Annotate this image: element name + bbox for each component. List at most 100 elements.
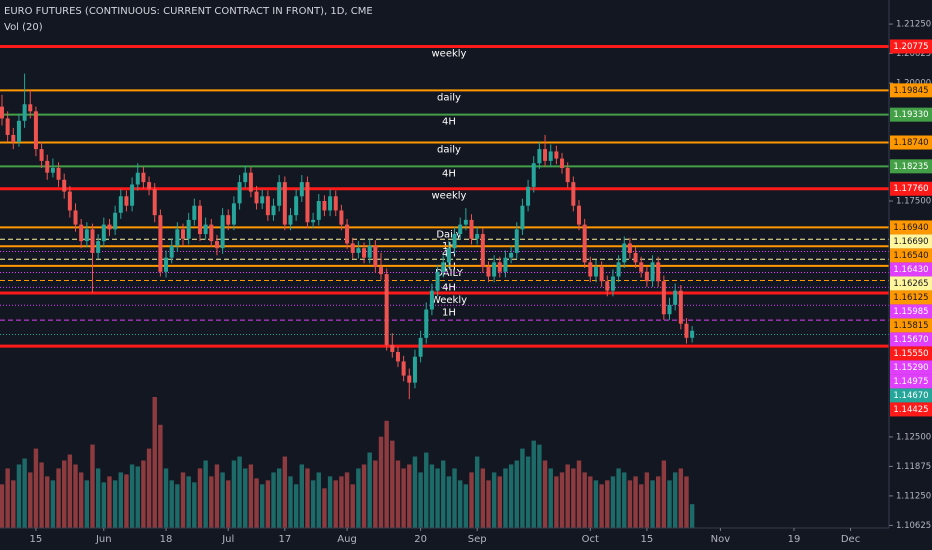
volume-bar — [186, 476, 191, 528]
volume-bar — [655, 476, 661, 528]
x-tick-label: Jul — [221, 534, 234, 545]
level-price-box — [890, 159, 932, 174]
candle-body — [452, 234, 457, 249]
volume-bar — [237, 456, 242, 528]
volume-bar — [276, 468, 282, 528]
candle-body — [379, 267, 383, 275]
level-price-box — [890, 234, 932, 249]
volume-bar — [474, 456, 480, 528]
volume-bar — [463, 484, 469, 528]
volume-bar — [356, 468, 361, 528]
volume-bar — [457, 480, 463, 528]
y-tick-label: 1.11875 — [896, 462, 931, 472]
volume-bar — [605, 480, 610, 528]
volume-bar — [610, 476, 616, 528]
level-price-label: 1.16940 — [893, 223, 928, 233]
candle-body — [322, 201, 327, 211]
volume-bar — [288, 476, 293, 528]
candle-body — [486, 267, 491, 277]
candle-body — [214, 241, 219, 249]
volume-bar — [203, 460, 208, 528]
volume-bar — [141, 460, 146, 528]
volume-bar — [401, 468, 406, 528]
candle-body — [401, 361, 406, 376]
y-tick-label: 1.17500 — [896, 197, 931, 207]
candle-body — [305, 182, 310, 223]
volume-bar — [678, 468, 684, 528]
candle-body — [463, 219, 468, 225]
volume-bar — [435, 468, 440, 528]
candle-body — [79, 224, 84, 242]
level-price-label: 1.19845 — [893, 86, 928, 96]
candle-body — [565, 167, 570, 183]
candle-body — [339, 210, 344, 225]
candle-body — [73, 210, 78, 225]
level-price-label: 1.18235 — [893, 162, 928, 172]
volume-bar — [5, 468, 10, 528]
candle-body — [181, 229, 186, 239]
candle-body — [107, 224, 112, 230]
candle-body — [610, 276, 615, 291]
candle-body — [231, 203, 236, 225]
volume-bar — [62, 460, 67, 528]
candle-body — [186, 219, 191, 239]
candle-body — [130, 184, 135, 206]
level-price-label: 1.15550 — [893, 349, 928, 359]
level-timeframe: DAILY — [435, 268, 464, 279]
volume-bar — [28, 472, 33, 528]
candle-body — [644, 271, 649, 282]
candle-body — [124, 196, 129, 206]
volume-bar — [231, 460, 237, 528]
candle-body — [520, 205, 525, 230]
volume-bar — [537, 444, 542, 528]
candle-body — [469, 219, 474, 239]
volume-bar — [310, 480, 316, 528]
volume-bar — [180, 472, 186, 528]
volume-bar — [84, 480, 90, 528]
y-tick-label: 1.12500 — [896, 432, 931, 442]
level-price-label: 1.15815 — [893, 321, 928, 331]
volume-bar — [667, 480, 672, 528]
volume-bar — [124, 474, 129, 528]
volume-bar — [378, 436, 384, 528]
level-price-label: 1.14975 — [893, 377, 928, 387]
volume-bar — [554, 476, 559, 528]
candle-body — [265, 196, 270, 216]
volume-bar — [129, 464, 135, 528]
x-tick-label: 20 — [414, 534, 427, 545]
candle-body — [616, 262, 621, 277]
level-price-box — [890, 220, 932, 235]
candle-body — [56, 167, 61, 180]
chart-title: EURO FUTURES (CONTINUOUS: CURRENT CONTRA… — [4, 6, 373, 17]
level-timeframe: 1H — [442, 307, 456, 318]
level-price-box — [890, 262, 932, 277]
volume-bar — [486, 480, 491, 528]
candle-body — [141, 172, 146, 183]
level-price-box — [890, 107, 932, 122]
candle-body — [441, 262, 446, 272]
level-price-box — [890, 135, 932, 150]
candle-body — [333, 196, 338, 211]
volume-bar — [412, 456, 418, 528]
volume-bar — [344, 472, 350, 528]
candle-body — [622, 243, 627, 263]
candle-body — [650, 262, 655, 282]
candle-body — [5, 118, 10, 135]
level-timeframe: 4H — [442, 117, 456, 128]
volume-bar — [361, 464, 367, 528]
volume-bar — [542, 460, 548, 528]
candle-body — [311, 219, 316, 223]
level-price-box — [890, 318, 932, 333]
candle-body — [531, 163, 536, 187]
volume-bar — [254, 478, 259, 528]
candle-body — [277, 182, 282, 206]
x-tick-label: Jun — [95, 534, 112, 545]
y-tick-label: 1.10625 — [896, 521, 931, 531]
volume-pane — [0, 396, 695, 528]
candle-body — [560, 158, 565, 168]
candle-body — [435, 271, 440, 291]
candle-body — [50, 167, 55, 173]
volume-bar — [11, 480, 16, 528]
level-price-label: 1.18740 — [893, 138, 928, 148]
